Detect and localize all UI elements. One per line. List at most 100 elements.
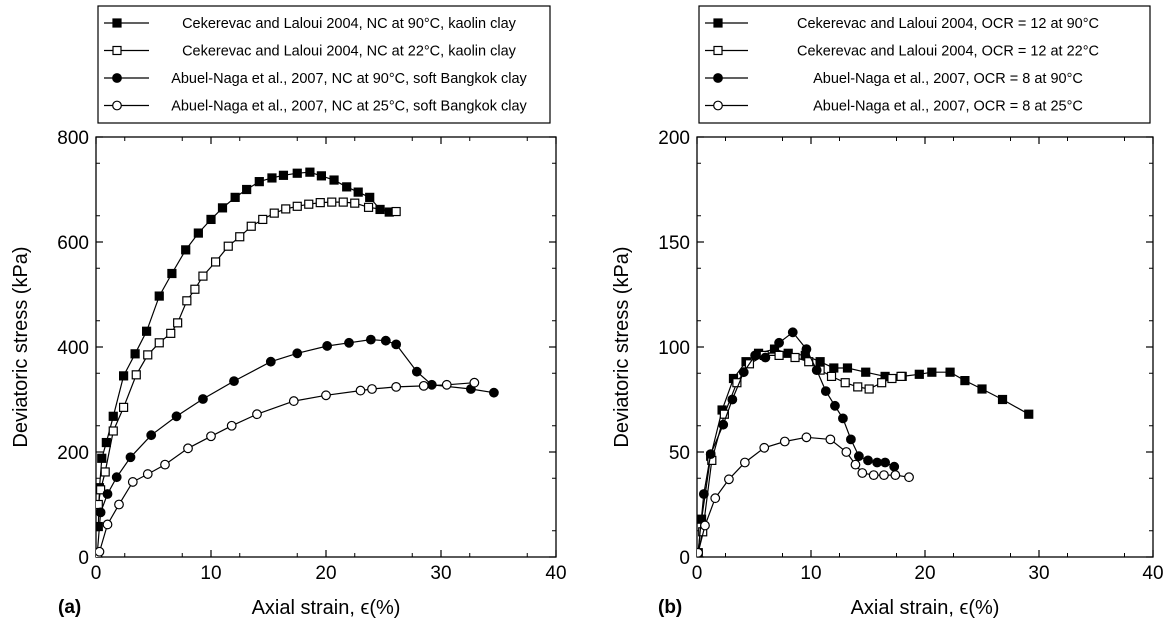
data-point xyxy=(469,377,480,388)
legend-entry: Cekerevac and Laloui 2004, NC at 22°C, k… xyxy=(104,44,517,60)
legend-label: Abuel-Naga et al., 2007, OCR = 8 at 90°C xyxy=(813,71,1083,87)
series-3 xyxy=(96,334,499,557)
data-point xyxy=(774,337,784,348)
panel-label: (a) xyxy=(58,597,81,618)
data-point xyxy=(700,520,710,531)
data-point xyxy=(811,365,822,376)
legend-entry: Cekerevac and Laloui 2004, OCR = 12 at 2… xyxy=(705,44,1099,60)
data-point xyxy=(489,387,499,398)
panel-label: (b) xyxy=(658,597,682,618)
data-point xyxy=(779,436,790,447)
data-point xyxy=(411,366,422,377)
data-point xyxy=(826,371,837,381)
data-point xyxy=(365,192,375,202)
series-line xyxy=(697,436,910,553)
data-point xyxy=(211,257,221,267)
y-tick-label: 100 xyxy=(658,338,690,359)
data-point xyxy=(111,472,122,483)
data-point xyxy=(96,546,105,557)
x-tick-label: 20 xyxy=(315,563,336,584)
data-point xyxy=(380,335,391,346)
data-point xyxy=(125,452,136,463)
data-point xyxy=(857,468,868,478)
legend-marker xyxy=(112,18,122,28)
data-point xyxy=(820,386,831,397)
legend-marker xyxy=(713,73,723,83)
data-point xyxy=(190,284,200,294)
data-point xyxy=(344,337,354,348)
data-point xyxy=(760,352,771,363)
data-point xyxy=(292,348,303,359)
legend-entry: Abuel-Naga et al., 2007, NC at 25°C, sof… xyxy=(104,99,528,115)
x-axis-label: Axial strain, ϵ(%) xyxy=(252,597,401,619)
legend-entry: Abuel-Naga et al., 2007, OCR = 8 at 25°C xyxy=(705,99,1083,115)
legend-box xyxy=(97,5,551,124)
data-point xyxy=(96,507,106,518)
series-layer xyxy=(697,327,1034,557)
data-point xyxy=(235,232,245,242)
data-point xyxy=(960,376,970,386)
y-tick-label: 0 xyxy=(78,548,89,569)
data-point xyxy=(705,449,716,460)
y-axis-label: Deviatoric stress (kPa) xyxy=(611,246,633,447)
legend-label: Cekerevac and Laloui 2004, OCR = 12 at 2… xyxy=(797,44,1099,60)
data-point xyxy=(305,167,315,177)
data-point xyxy=(223,241,233,251)
data-point xyxy=(846,434,856,445)
x-tick-label: 10 xyxy=(200,563,221,584)
data-point xyxy=(697,547,704,557)
data-point xyxy=(850,459,861,470)
legend-marker xyxy=(713,100,723,111)
data-point xyxy=(872,457,883,468)
data-point xyxy=(292,168,302,178)
data-point xyxy=(154,291,164,301)
data-point xyxy=(160,459,170,470)
legend-entry: Abuel-Naga et al., 2007, OCR = 8 at 90°C xyxy=(705,71,1083,87)
series-4 xyxy=(697,432,914,557)
y-tick-label: 200 xyxy=(57,443,89,464)
y-tick-label: 0 xyxy=(679,548,690,569)
data-point xyxy=(355,385,366,396)
data-point xyxy=(977,384,987,394)
data-point xyxy=(801,432,812,443)
data-point xyxy=(97,453,107,463)
series-layer xyxy=(96,167,499,557)
data-point xyxy=(698,489,709,499)
x-tick-label: 20 xyxy=(914,563,935,584)
data-point xyxy=(365,334,376,345)
data-point xyxy=(441,379,452,390)
data-point xyxy=(96,485,106,495)
data-point xyxy=(322,341,333,351)
data-point xyxy=(316,171,326,181)
y-tick-label: 150 xyxy=(658,233,690,254)
data-point xyxy=(774,350,784,360)
data-point xyxy=(732,378,742,388)
chart-panel-2: 0 10 20 30 40 0 50 100 150 200 Axial strain, ϵ(%) D… xyxy=(611,5,1164,619)
legend-box xyxy=(698,5,1151,124)
data-point xyxy=(718,419,729,430)
data-point xyxy=(252,409,262,420)
data-point xyxy=(130,349,140,359)
data-point xyxy=(801,344,812,355)
data-point xyxy=(131,370,141,380)
data-point xyxy=(841,447,852,457)
legend-entry: Cekerevac and Laloui 2004, NC at 90°C, k… xyxy=(104,16,517,32)
data-point xyxy=(838,413,848,424)
data-point xyxy=(997,394,1008,405)
data-point xyxy=(206,431,216,442)
data-point xyxy=(166,328,176,338)
data-point xyxy=(304,199,314,209)
series-1 xyxy=(96,167,394,532)
data-point xyxy=(288,396,299,406)
x-tick-label: 30 xyxy=(1028,563,1049,584)
legend-entry: Cekerevac and Laloui 2004, OCR = 12 at 9… xyxy=(705,16,1099,32)
data-point xyxy=(102,519,113,530)
data-point xyxy=(329,175,339,185)
data-point xyxy=(418,380,429,391)
data-point xyxy=(391,382,402,392)
data-point xyxy=(230,192,240,202)
data-point xyxy=(889,461,900,472)
legend: Cekerevac and Laloui 2004, OCR = 12 at 9… xyxy=(698,5,1151,124)
series-2 xyxy=(96,197,401,510)
data-point xyxy=(750,350,761,361)
